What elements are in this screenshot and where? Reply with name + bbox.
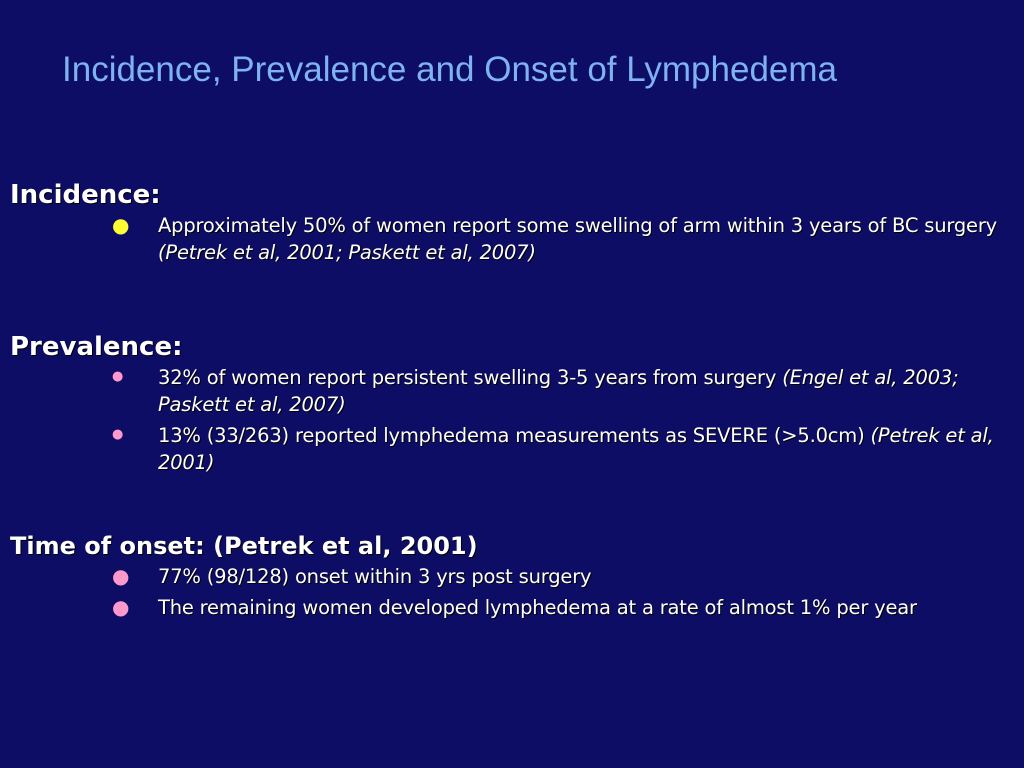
bullet-dot-icon: ● (112, 564, 130, 588)
item-citation: (Petrek et al, 2001; Paskett et al, 2007… (158, 241, 536, 264)
incidence-heading: Incidence: (10, 180, 161, 210)
slide-title: Incidence, Prevalence and Onset of Lymph… (62, 50, 838, 89)
prevalence-list: ● 32% of women report persistent swellin… (10, 364, 1010, 476)
onset-list: ● 77% (98/128) onset within 3 yrs post s… (10, 563, 1010, 621)
onset-heading: Time of onset: (Petrek et al, 2001) (10, 532, 478, 560)
item-text: 32% of women report persistent swelling … (158, 366, 783, 389)
list-item: ● Approximately 50% of women report some… (10, 212, 1010, 266)
item-citation: (Petrek et al, 2001) (158, 424, 994, 474)
list-item: ● 32% of women report persistent swellin… (10, 364, 1010, 418)
onset-section: Time of onset: (Petrek et al, 2001) ● 77… (10, 529, 1010, 625)
incidence-list: ● Approximately 50% of women report some… (10, 212, 1010, 266)
prevalence-heading: Prevalence: (10, 332, 183, 362)
item-text: 77% (98/128) onset within 3 yrs post sur… (158, 565, 592, 588)
bullet-dot-icon: ● (112, 427, 124, 442)
item-text: 13% (33/263) reported lymphedema measure… (158, 424, 871, 447)
item-text: The remaining women developed lymphedema… (158, 596, 917, 619)
bullet-dot-icon: ● (112, 369, 124, 384)
bullet-dot-icon: ● (112, 213, 130, 237)
prevalence-section: Prevalence: ● 32% of women report persis… (10, 330, 1010, 480)
incidence-section: Incidence: ● Approximately 50% of women … (10, 178, 1010, 270)
list-item: ● 77% (98/128) onset within 3 yrs post s… (10, 563, 1010, 590)
list-item: ● The remaining women developed lymphede… (10, 594, 1010, 621)
list-item: ● 13% (33/263) reported lymphedema measu… (10, 422, 1010, 476)
item-citation: (Engel et al, 2003; Paskett et al, 2007) (158, 366, 959, 416)
bullet-dot-icon: ● (112, 595, 130, 619)
item-text: Approximately 50% of women report some s… (158, 214, 998, 237)
